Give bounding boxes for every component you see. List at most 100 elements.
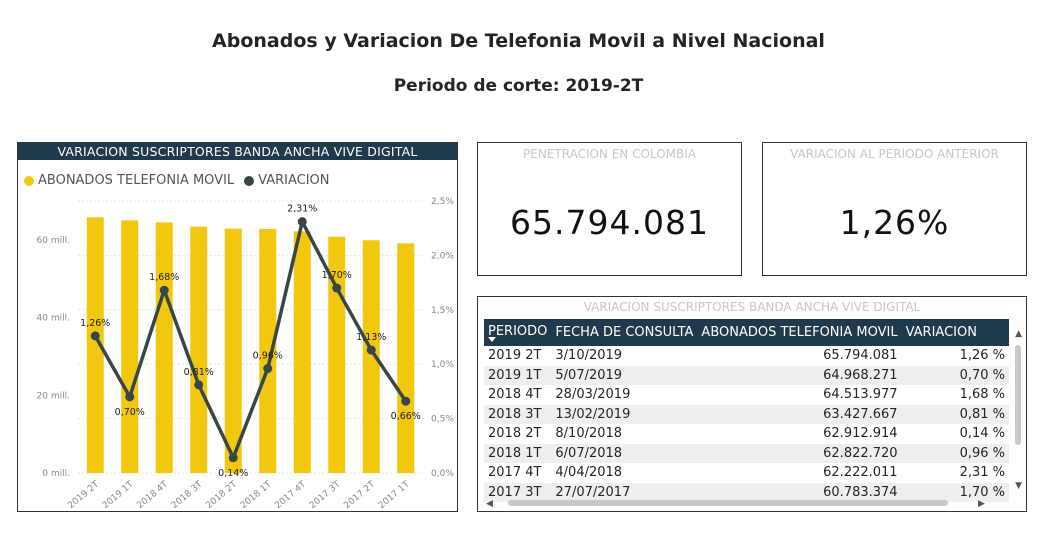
bar [397,243,415,473]
table-row[interactable]: 2017 3T 27/07/2017 60.783.374 1,70 % [484,482,1009,502]
line-point [159,285,169,295]
line-point [90,331,100,341]
cell-periodo: 2018 2T [488,426,542,442]
cell-variacion: 1,70 % [959,484,1005,500]
table-row[interactable]: 2019 2T 3/10/2019 65.794.081 1,26 % [484,346,1009,366]
scroll-right-icon[interactable]: ▶ [978,499,985,509]
column-header-variacion[interactable]: VARIACION [905,325,977,340]
cell-abonados: 63.427.667 [823,406,898,422]
line-point [366,345,376,355]
x-tick-label: 2018 3T [170,479,205,511]
line-point [194,380,204,390]
x-tick-label: 2018 1T [239,479,274,511]
horizontal-scrollbar[interactable] [508,500,948,506]
cell-periodo: 2018 1T [488,445,542,461]
line-point [228,453,238,463]
table-row[interactable]: 2018 1T 6/07/2018 62.822.720 0,96 % [484,443,1009,463]
cell-variacion: 0,96 % [959,445,1005,461]
cell-abonados: 64.968.271 [823,367,898,383]
table-row[interactable]: 2018 4T 28/03/2019 64.513.977 1,68 % [484,385,1009,405]
table-row[interactable]: 2019 1T 5/07/2019 64.968.271 0,70 % [484,365,1009,385]
page-title: Abonados y Variacion De Telefonia Movil … [212,30,825,52]
card-variacion-label: VARIACION AL PERIODO ANTERIOR [790,147,999,161]
cell-fecha: 27/07/2017 [555,484,631,500]
table-header-row: PERIODO FECHA DE CONSULTA ABONADOS TELEF… [484,319,1009,346]
cell-variacion: 0,70 % [959,367,1005,383]
scroll-down-icon[interactable]: ▼ [1015,481,1022,491]
column-header-periodo[interactable]: PERIODO [484,319,551,346]
cell-abonados: 64.513.977 [823,387,898,403]
data-label: 1,68% [149,272,179,283]
y-right-tick-label: 2,5% [431,197,454,207]
chart-header: VARIACION SUSCRIPTORES BANDA ANCHA VIVE … [18,143,457,160]
y-left-tick-label: 20 mill. [37,391,70,401]
cell-variacion: 2,31 % [959,465,1005,481]
bar [224,228,242,473]
cell-periodo: 2018 4T [488,387,542,403]
bar [86,217,104,473]
scroll-up-icon[interactable]: ▲ [1015,329,1022,339]
x-tick-label: 2018 2T [204,479,239,511]
legend-item-variacion[interactable]: VARIACION [244,173,330,188]
x-tick-label: 2017 2T [342,479,377,511]
table-panel[interactable]: VARIACION SUSCRIPTORES BANDA ANCHA VIVE … [477,296,1027,512]
chart-panel[interactable]: VARIACION SUSCRIPTORES BANDA ANCHA VIVE … [17,142,458,512]
cell-abonados: 62.822.720 [823,445,898,461]
cell-variacion: 0,81 % [959,406,1005,422]
bar [362,240,380,473]
legend-dot-line [244,175,255,186]
legend-label-abonados: ABONADOS TELEFONIA MOVIL [38,173,235,188]
data-label: 1,13% [356,332,386,343]
cell-periodo: 2018 3T [488,406,542,422]
table-row[interactable]: 2018 2T 8/10/2018 62.912.914 0,14 % [484,424,1009,444]
table-title: VARIACION SUSCRIPTORES BANDA ANCHA VIVE … [583,300,921,314]
data-label: 0,96% [253,351,283,362]
y-left-tick-label: 40 mill. [37,314,70,324]
scroll-left-icon[interactable]: ◀ [486,499,493,509]
line-point [125,392,135,402]
y-right-tick-label: 2,0% [431,251,454,261]
cell-periodo: 2019 2T [488,348,542,364]
column-header-abonados[interactable]: ABONADOS TELEFONIA MOVIL [701,325,898,340]
x-tick-label: 2019 1T [101,479,136,511]
table-row[interactable]: 2018 3T 13/02/2019 63.427.667 0,81 % [484,404,1009,424]
combo-chart[interactable]: 0,0% 0,5% 1,0% 1,5% 2,0% 2,5% 0 mill. 20 mill. 4… [18,161,457,511]
bar [259,228,277,473]
bar [155,222,173,473]
cell-abonados: 62.222.011 [823,465,898,481]
column-header-periodo-label: PERIODO [488,323,548,339]
data-label: 0,70% [115,407,145,418]
data-label: 2,31% [287,204,317,215]
data-label: 0,14% [218,468,248,479]
y-left-tick-label: 60 mill. [37,236,70,246]
cell-periodo: 2017 4T [488,465,542,481]
legend-item-abonados[interactable]: ABONADOS TELEFONIA MOVIL [24,173,234,188]
bar [293,231,311,473]
bar [190,226,208,473]
x-tick-label: 2017 3T [308,479,343,511]
line-point [332,283,342,293]
vertical-scrollbar[interactable] [1015,345,1021,445]
legend-dot-bar [24,175,34,186]
cell-periodo: 2019 1T [488,367,542,383]
y-right-tick-label: 0,0% [431,469,454,479]
cell-fecha: 5/07/2019 [555,367,623,383]
y-right-tick-label: 1,5% [431,306,454,316]
line-point [297,217,307,227]
card-penetracion[interactable]: PENETRACION EN COLOMBIA 65.794.081 [477,142,742,276]
legend-label-variacion: VARIACION [258,173,330,188]
column-header-fecha[interactable]: FECHA DE CONSULTA [555,325,694,340]
data-table: PERIODO FECHA DE CONSULTA ABONADOS TELEF… [484,319,1009,502]
bar [121,220,139,473]
x-tick-label: 2017 1T [377,479,412,511]
card-variacion[interactable]: VARIACION AL PERIODO ANTERIOR 1,26% [762,142,1027,276]
data-label: 1,70% [322,270,352,281]
page-subtitle: Periodo de corte: 2019-2T [393,76,644,96]
line-point [401,396,411,406]
x-tick-label: 2019 2T [66,479,101,511]
cell-fecha: 13/02/2019 [555,406,631,422]
cell-fecha: 4/04/2018 [555,465,623,481]
x-tick-label: 2018 4T [135,479,170,511]
table-row[interactable]: 2017 4T 4/04/2018 62.222.011 2,31 % [484,463,1009,483]
cell-fecha: 8/10/2018 [555,426,623,442]
